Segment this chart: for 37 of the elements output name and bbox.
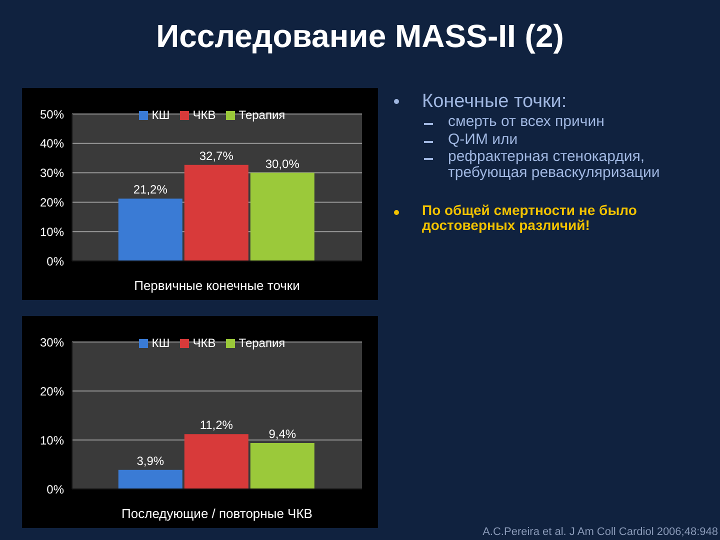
bar [184, 164, 248, 261]
text: рефрактерная стенокардия, требующая реваскуляризации [448, 148, 661, 182]
bar [118, 198, 182, 261]
x-tick-label: Первичные конечные точки [134, 278, 300, 294]
data-label: 3,9% [136, 454, 164, 468]
text: A.C.Pereira et al. J Am Coll Cardiol 2006;48:948 [482, 526, 718, 538]
y-tick-label: 50% [40, 107, 64, 122]
bar [250, 172, 314, 261]
y-tick-label: 40% [40, 136, 64, 151]
legend-label: КШ [152, 108, 170, 122]
text: Q-ИМ или [448, 130, 518, 148]
data-label: 32,7% [199, 148, 234, 163]
y-tick-label: 20% [40, 195, 64, 210]
legend-label: Терапия [238, 108, 286, 122]
legend-label: КШ [152, 336, 170, 350]
legend-label: ЧКВ [192, 108, 216, 122]
bar [184, 434, 248, 489]
bar [250, 442, 314, 489]
data-label: 9,4% [268, 426, 296, 441]
bar [118, 470, 182, 489]
y-tick-label: 10% [40, 224, 64, 239]
text: Исследование MASS-II (2) [155, 18, 565, 55]
y-tick-label: 10% [40, 433, 64, 448]
y-tick-label: 30% [40, 335, 64, 350]
y-tick-label: 0% [46, 254, 64, 268]
data-label: 11,2% [200, 418, 234, 432]
legend-label: Терапия [238, 336, 286, 350]
y-tick-label: 20% [40, 384, 64, 398]
text: Конечные точки: [422, 91, 567, 112]
data-label: 30,0% [265, 156, 300, 171]
y-tick-label: 30% [40, 166, 64, 180]
text: смерть от всех причин [448, 112, 604, 130]
x-tick-label: Последующие / повторные ЧКВ [122, 506, 312, 522]
data-label: 21,2% [133, 182, 168, 197]
text: По общей смертности не было достоверных различий! [422, 202, 638, 233]
legend-label: ЧКВ [192, 336, 216, 350]
y-tick-label: 0% [46, 482, 64, 496]
